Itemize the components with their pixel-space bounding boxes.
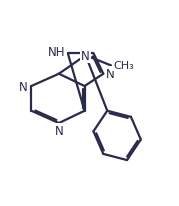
- Text: N: N: [81, 49, 90, 62]
- Text: NH: NH: [48, 46, 66, 59]
- Text: N: N: [106, 68, 114, 81]
- Text: CH₃: CH₃: [113, 61, 134, 71]
- Text: N: N: [19, 80, 28, 93]
- Text: N: N: [55, 124, 63, 137]
